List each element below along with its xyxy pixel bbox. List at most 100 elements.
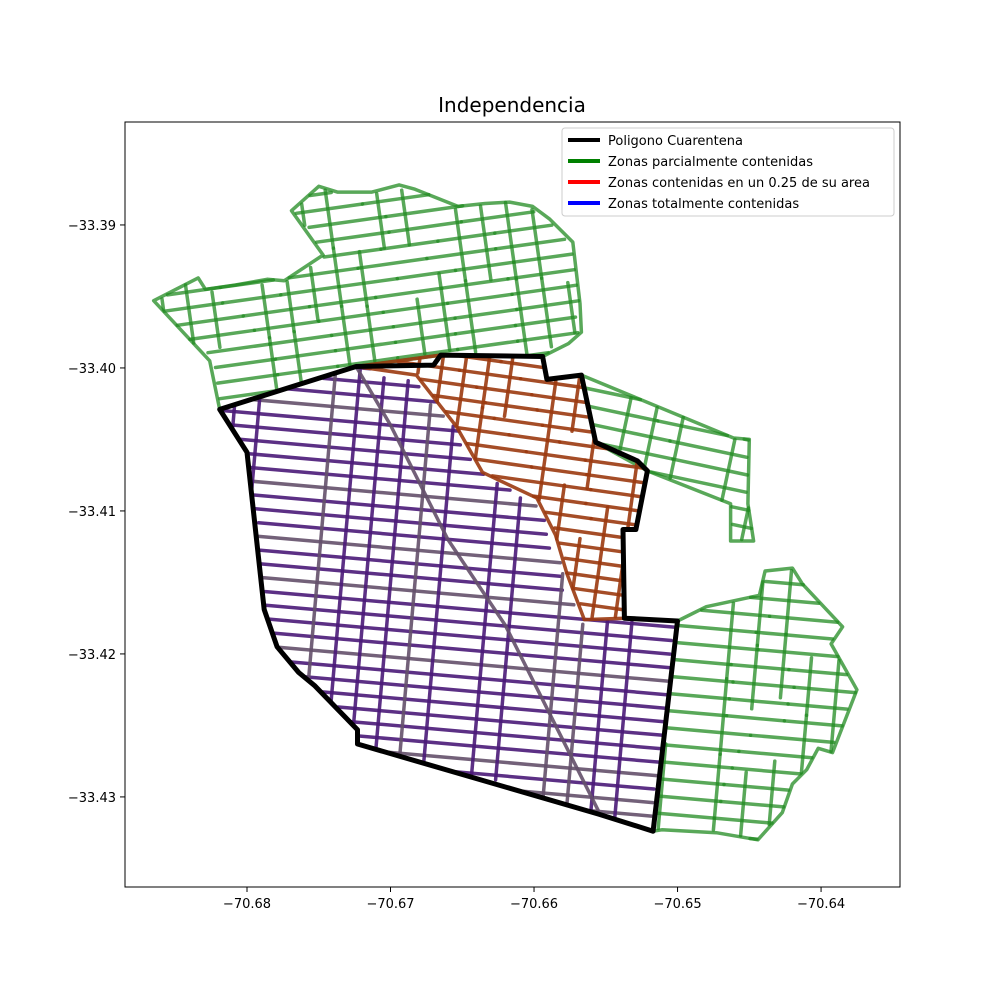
partial-se-street bbox=[756, 647, 840, 659]
y-tick-label: −33.41 bbox=[68, 505, 116, 520]
total-street bbox=[321, 376, 421, 389]
legend-label: Zonas totalmente contenidas bbox=[608, 197, 799, 212]
partial-se-street bbox=[748, 733, 836, 745]
partial-nw-street bbox=[515, 299, 581, 312]
total-street bbox=[493, 496, 523, 782]
partial-se-outline bbox=[651, 566, 859, 842]
total-street bbox=[256, 521, 552, 550]
partial-se-street bbox=[711, 752, 722, 832]
partial-east-street bbox=[642, 405, 659, 471]
partial-se-street bbox=[786, 702, 849, 711]
quarter-zone-street bbox=[455, 356, 469, 428]
partial-nw-street bbox=[512, 252, 574, 264]
partial-east-street bbox=[720, 437, 737, 502]
partial-nw-street bbox=[275, 364, 340, 377]
partial-nw-street bbox=[308, 190, 333, 198]
partial-se-street bbox=[676, 640, 760, 652]
partial-se-street bbox=[657, 777, 726, 787]
total-street bbox=[286, 387, 439, 404]
partial-nw-street bbox=[566, 280, 577, 335]
quarter-zone-street bbox=[530, 393, 589, 405]
partial-se-street bbox=[656, 742, 668, 831]
partial-nw-street bbox=[260, 283, 272, 340]
total-street bbox=[355, 734, 663, 765]
partial-se-street bbox=[729, 662, 791, 672]
partial-nw-street bbox=[445, 292, 514, 306]
quarter-zone-street bbox=[553, 526, 622, 539]
partial-east-street bbox=[591, 422, 672, 443]
partial-se-street bbox=[754, 630, 835, 641]
quarter-zone-street bbox=[544, 510, 593, 521]
quarter-zone-street bbox=[480, 355, 492, 410]
x-tick-label: −70.64 bbox=[797, 897, 845, 912]
partial-se-street bbox=[668, 691, 732, 701]
x-tick-label: −70.65 bbox=[653, 897, 701, 912]
partial-nw-street bbox=[374, 191, 387, 250]
quarter-zone-street bbox=[474, 457, 534, 469]
partial-nw-street bbox=[395, 268, 458, 281]
partial-nw-street bbox=[399, 188, 412, 247]
total-street bbox=[288, 660, 669, 697]
partial-nw-street bbox=[395, 347, 460, 360]
partial-nw-street bbox=[329, 325, 396, 338]
partial-nw-street bbox=[365, 304, 377, 363]
quarter-zone-street bbox=[571, 536, 582, 591]
partial-nw-street bbox=[292, 329, 303, 384]
quarter-zone-street bbox=[507, 433, 562, 444]
partial-se-street bbox=[670, 674, 735, 684]
quarter-zone-street bbox=[583, 458, 646, 471]
partial-se-street bbox=[730, 766, 802, 776]
quarter-zone-street bbox=[456, 426, 511, 437]
partial-nw-street bbox=[307, 214, 388, 230]
total-street bbox=[262, 603, 674, 643]
chart-title: Independencia bbox=[438, 93, 586, 117]
partial-se-street bbox=[731, 680, 796, 690]
quarter-zone-street bbox=[545, 379, 558, 443]
partial-nw-street bbox=[415, 297, 427, 356]
x-axis: −70.68 −70.67 −70.66 −70.65 −70.64 bbox=[223, 887, 845, 912]
partial-nw-street bbox=[268, 333, 334, 346]
partial-nw-street bbox=[384, 204, 465, 219]
partial-nw-street bbox=[335, 356, 400, 369]
partial-se-street bbox=[784, 569, 794, 636]
partial-nw-street bbox=[314, 230, 391, 244]
total-street bbox=[398, 402, 433, 756]
partial-nw-street bbox=[356, 256, 429, 270]
partial-se-street bbox=[727, 697, 790, 706]
partial-nw-street bbox=[206, 342, 272, 355]
quarter-zone-street bbox=[535, 408, 591, 419]
partial-nw-streets bbox=[151, 183, 584, 412]
partial-east-street bbox=[586, 404, 660, 423]
total-street bbox=[589, 619, 610, 812]
y-tick-label: −33.40 bbox=[68, 362, 116, 377]
partial-se-street bbox=[755, 580, 765, 648]
partial-se-street bbox=[654, 811, 716, 820]
quarter-zone-street bbox=[537, 438, 550, 502]
total-street bbox=[237, 437, 473, 462]
partial-se-street bbox=[737, 749, 814, 760]
quarantine-polygon-layer bbox=[217, 352, 680, 834]
total-street bbox=[218, 408, 461, 433]
total-street bbox=[231, 403, 237, 429]
total-street bbox=[230, 423, 463, 447]
partial-nw-street bbox=[308, 265, 320, 322]
quarter-zone-street bbox=[518, 377, 584, 390]
partial-nw-street bbox=[373, 286, 444, 300]
partial-nw-street bbox=[287, 266, 360, 280]
partial-nw-street bbox=[331, 246, 344, 308]
partial-nw-street bbox=[493, 223, 554, 235]
partial-nw-street bbox=[337, 276, 400, 289]
partial-east-street bbox=[656, 419, 730, 438]
total-street bbox=[374, 379, 410, 750]
total-street bbox=[257, 561, 565, 592]
partial-nw-street bbox=[220, 293, 283, 305]
quarter-zone-street bbox=[573, 586, 625, 597]
y-axis: −33.39 −33.40 −33.41 −33.42 −33.43 bbox=[68, 219, 125, 806]
quarter-zone-street bbox=[626, 460, 639, 529]
partial-nw-street bbox=[463, 279, 478, 354]
partial-east-street bbox=[730, 522, 754, 531]
partial-nw-street bbox=[273, 348, 338, 361]
partial-se-street bbox=[724, 601, 736, 681]
partial-se-street bbox=[671, 657, 733, 667]
